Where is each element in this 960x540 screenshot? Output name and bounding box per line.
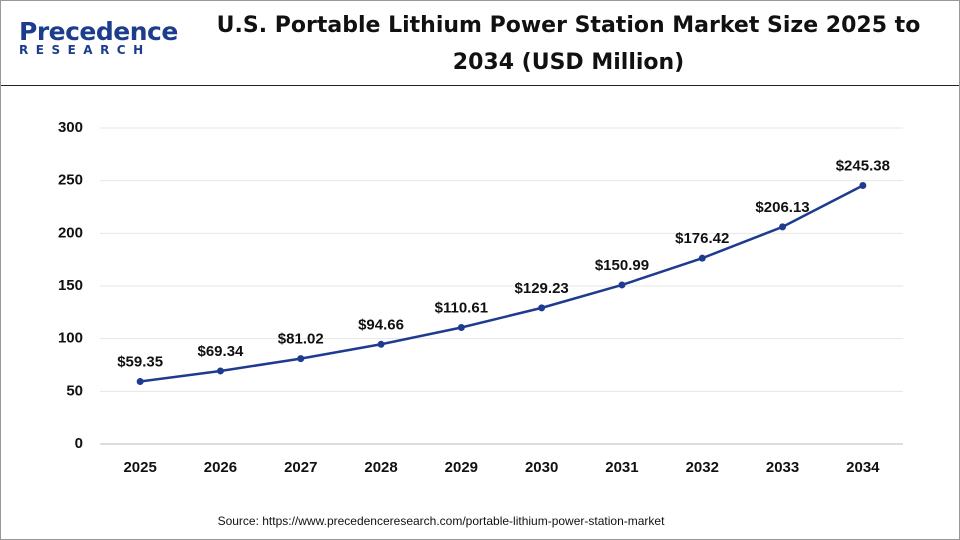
point	[216, 367, 224, 375]
point	[297, 355, 305, 363]
point	[377, 340, 385, 348]
x-tick-label: 2029	[445, 459, 478, 476]
value-label: $245.38	[836, 158, 890, 175]
value-label: $206.13	[755, 199, 809, 216]
x-tick-label: 2034	[846, 459, 880, 476]
source: Source: https://www.precedenceresearch.c…	[218, 514, 666, 528]
x-tick-label: 2027	[284, 459, 317, 476]
value-label: $129.23	[515, 280, 569, 297]
logo-sub: RESEARCH	[19, 43, 151, 57]
line	[139, 184, 864, 383]
value-label: $59.35	[117, 353, 163, 370]
y-tick-label: 150	[58, 277, 83, 294]
x-tick-label: 2025	[123, 459, 156, 476]
point	[779, 223, 787, 231]
header-rule	[1, 85, 959, 86]
logo: Precedence RESEARCH	[19, 17, 178, 57]
y-tick-label: 200	[58, 224, 83, 241]
chart-title: U.S. Portable Lithium Power Station Mark…	[216, 13, 921, 75]
x-tick-label: 2033	[766, 459, 799, 476]
value-label: $150.99	[595, 257, 649, 274]
y-tick-label: 100	[58, 330, 83, 347]
y-tick-label: 300	[58, 119, 83, 136]
point	[859, 182, 867, 190]
x-tick-label: 2031	[605, 459, 638, 476]
point	[698, 254, 706, 262]
x-tick-label: 2030	[525, 459, 558, 476]
point	[457, 323, 465, 331]
x-tick-label: 2028	[364, 459, 397, 476]
y-tick-label: 50	[66, 382, 83, 399]
point	[618, 281, 626, 289]
value-label: $110.61	[435, 299, 488, 316]
x-tick-label: 2026	[204, 459, 237, 476]
logo-name: Precedence	[19, 17, 178, 46]
y-tick-label: 250	[58, 172, 83, 189]
value-label: $176.42	[675, 230, 729, 247]
value-label: $69.34	[198, 343, 245, 360]
value-label: $94.66	[358, 316, 404, 333]
point	[538, 304, 546, 312]
point	[136, 377, 144, 385]
x-tick-label: 2032	[686, 459, 719, 476]
y-tick-label: 0	[75, 435, 83, 452]
value-label: $81.02	[278, 331, 324, 348]
